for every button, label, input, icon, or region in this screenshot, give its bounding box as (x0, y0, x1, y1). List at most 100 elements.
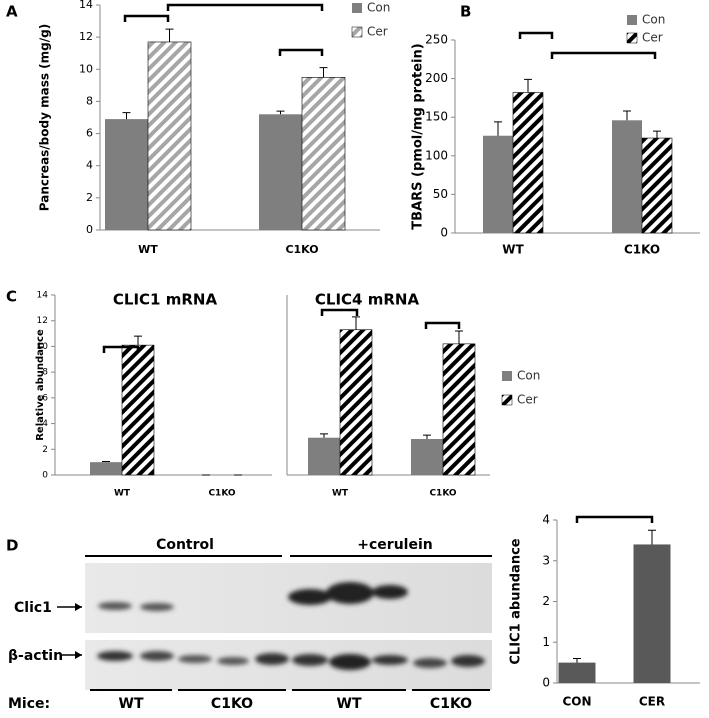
bar (411, 439, 443, 475)
panel-label: C (6, 288, 17, 306)
error-bar (276, 110, 285, 115)
x-tick-label: CON (562, 695, 591, 709)
mice-genotype: C1KO (430, 696, 472, 712)
y-axis-label: TBARS (pmol/mg protein) (411, 43, 426, 229)
legend-label: Con (367, 1, 390, 15)
bar (301, 77, 346, 231)
significance-bracket (166, 3, 324, 11)
x-tick-label: C1KO (208, 489, 235, 499)
bar (483, 135, 513, 233)
y-axis-label: Relative abundance (35, 329, 46, 441)
y-axis-label: CLIC1 abundance (509, 538, 524, 664)
error-bar (102, 461, 110, 463)
legend-label: Cer (642, 31, 663, 45)
bar (633, 544, 671, 683)
y-tick-label: 4 (542, 513, 550, 527)
error-bar (165, 28, 174, 42)
bar (90, 462, 122, 475)
chart-title: CLIC4 mRNA (315, 291, 420, 309)
bar (442, 343, 476, 476)
bar (641, 137, 673, 234)
y-tick-label: 2 (86, 191, 93, 204)
legend-swatch (352, 3, 362, 13)
y-tick-label: 12 (79, 30, 93, 43)
legend-label: Con (642, 13, 665, 27)
y-tick-label: 0 (542, 676, 550, 690)
y-tick-label: 12 (37, 316, 48, 326)
error-bar (524, 78, 532, 93)
significance-bracket (278, 48, 324, 56)
significance-bracket (518, 31, 554, 39)
y-tick-label: 100 (425, 148, 448, 162)
bar (558, 662, 596, 683)
chart: 0 2 4 6 8 10 12 14 Pancreas/body mass (mg/g) WT C1… (38, 0, 391, 256)
error-bar (122, 112, 131, 120)
significance-bracket (424, 321, 461, 329)
error-bar (423, 434, 431, 439)
x-tick-label: WT (502, 243, 524, 257)
chart: CLIC4 mRNA WT C1KO Con Cer (286, 291, 540, 499)
significance-bracket (102, 345, 140, 353)
y-tick-label: 14 (37, 291, 49, 301)
error-bar (320, 433, 328, 438)
legend-swatch (627, 15, 637, 25)
y-tick-label: 6 (42, 393, 48, 403)
y-tick-label: 4 (86, 159, 93, 172)
y-tick-label: 10 (37, 342, 49, 352)
legend-label: Cer (367, 25, 388, 39)
y-tick-label: 0 (42, 471, 48, 481)
mice-genotype: C1KO (211, 696, 253, 712)
y-tick-label: 1 (542, 635, 550, 649)
chart-title: CLIC1 mRNA (113, 291, 218, 309)
legend-label: Cer (517, 393, 538, 407)
error-bar (134, 335, 142, 346)
y-tick-label: 4 (42, 419, 48, 429)
y-tick-label: 0 (440, 226, 448, 240)
bar (121, 344, 155, 476)
y-tick-label: 50 (433, 187, 448, 201)
blot-group: +cerulein (357, 537, 432, 553)
x-tick-label: CER (639, 695, 665, 709)
chart: 0 1 2 3 4 CLIC1 abundance CON CER (509, 513, 700, 709)
mice-genotype: WT (337, 696, 362, 712)
x-tick-label: WT (114, 489, 131, 499)
legend-label: Con (517, 369, 540, 383)
panel-label: B (460, 3, 471, 21)
y-tick-label: 200 (425, 71, 448, 85)
panel-label: A (6, 3, 18, 21)
mice-genotype: WT (119, 696, 144, 712)
y-tick-label: 10 (79, 62, 93, 75)
error-bar (494, 121, 502, 136)
error-bar (455, 330, 463, 344)
y-tick-label: 3 (542, 553, 550, 567)
y-tick-label: 2 (542, 594, 550, 608)
y-tick-label: 8 (42, 368, 48, 378)
significance-bracket (575, 515, 654, 523)
bar (612, 120, 642, 233)
bar (105, 119, 148, 230)
legend-swatch (351, 26, 363, 38)
x-tick-label: WT (332, 489, 349, 499)
significance-bracket (550, 51, 657, 59)
panel-label: D (6, 537, 18, 555)
western-blot: Control +cerulein Clic1 β-actin (8, 537, 492, 712)
legend-swatch (501, 394, 513, 406)
x-tick-label: WT (138, 243, 158, 256)
bar (512, 92, 544, 234)
significance-bracket (123, 14, 170, 22)
significance-bracket (320, 308, 359, 316)
bar (308, 437, 340, 475)
x-tick-label: C1KO (429, 489, 456, 499)
bar (339, 329, 373, 476)
y-tick-label: 250 (425, 33, 448, 47)
y-tick-label: 150 (425, 110, 448, 124)
error-bar (319, 67, 328, 78)
x-tick-label: C1KO (285, 243, 318, 256)
y-tick-label: 2 (42, 445, 48, 455)
y-tick-label: 14 (79, 0, 93, 11)
blot-row-label: β-actin (8, 648, 63, 664)
blot-group: Control (156, 537, 214, 553)
error-bar (648, 529, 656, 545)
